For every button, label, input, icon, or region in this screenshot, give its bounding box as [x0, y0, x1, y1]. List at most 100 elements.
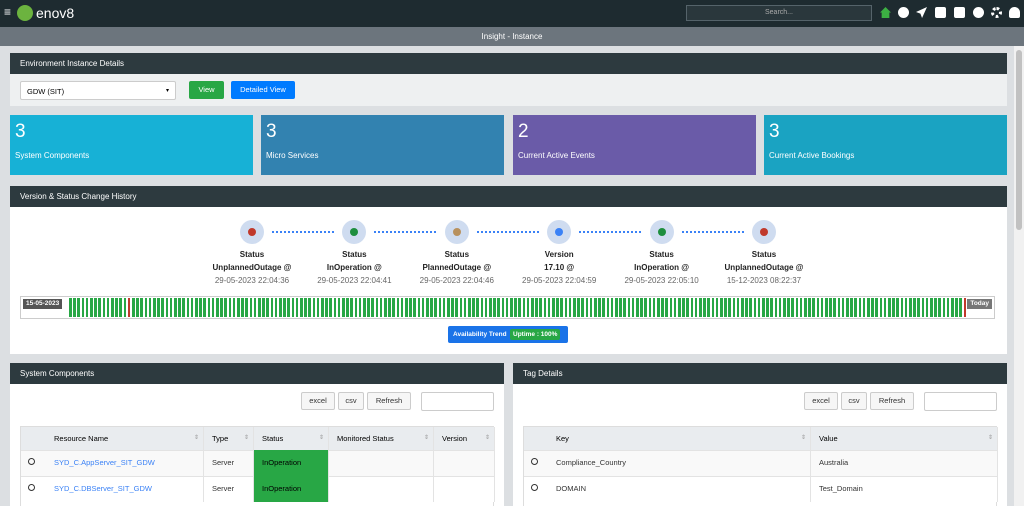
column-header[interactable]: Resource Name: [46, 427, 204, 450]
column-header[interactable]: Key: [548, 427, 811, 450]
export-button[interactable]: csv: [338, 392, 364, 410]
timeline-stripe: [850, 298, 853, 317]
detailed-view-button[interactable]: Detailed View: [231, 81, 295, 99]
timeline-stripe: [552, 298, 555, 317]
timeline-stripe: [262, 298, 265, 317]
timeline-stripe: [455, 298, 458, 317]
availability-timeline: 15-05-2023 Today: [20, 296, 995, 319]
timeline-stripe: [111, 298, 114, 317]
timeline-stripe: [522, 298, 526, 317]
timeline-stripe: [232, 298, 236, 317]
detail-icon[interactable]: [531, 484, 538, 491]
timeline-stripe: [438, 298, 442, 317]
instance-select[interactable]: GDW (SIT) ▾: [20, 81, 176, 100]
timeline-stripe: [602, 298, 605, 317]
table-cell: InOperation: [254, 450, 329, 476]
timeline-stripe: [963, 298, 967, 317]
timeline-stripe: [186, 298, 190, 317]
timeline-stripe: [665, 298, 668, 317]
timeline-stripe: [816, 298, 820, 317]
settings-icon[interactable]: [991, 7, 1002, 18]
timeline-stripe: [594, 298, 597, 317]
timeline-stripe: [434, 298, 437, 317]
timeline-stripe: [144, 298, 148, 317]
export-button[interactable]: Refresh: [870, 392, 914, 410]
export-button[interactable]: Refresh: [367, 392, 411, 410]
timeline-stripe: [900, 298, 904, 317]
help-icon[interactable]: [973, 7, 984, 18]
timeline-stripe: [211, 298, 215, 317]
timeline-stripe: [157, 298, 160, 317]
nav-icon[interactable]: [935, 7, 946, 18]
event-node: [444, 220, 469, 244]
column-header[interactable]: Version: [434, 427, 495, 450]
panel-title: Tag Details: [513, 363, 1007, 384]
timeline-stripe: [762, 298, 765, 317]
timeline-stripe: [568, 298, 572, 317]
export-button[interactable]: csv: [841, 392, 867, 410]
menu-icon[interactable]: ≡: [4, 5, 12, 19]
timeline-stripe: [291, 298, 295, 317]
timeline-stripe: [489, 298, 492, 317]
timeline-stripe: [203, 298, 206, 317]
detail-icon[interactable]: [28, 484, 35, 491]
timeline-stripe: [951, 298, 954, 317]
table-cell[interactable]: SYD_C.DBServer_SIT_GDW: [46, 476, 204, 502]
search-box[interactable]: Search...: [686, 5, 872, 21]
timeline-stripe: [165, 298, 169, 317]
column-header[interactable]: Value: [811, 427, 998, 450]
scroll-thumb[interactable]: [1016, 50, 1022, 230]
timeline-stripe: [657, 298, 660, 317]
page-title: Insight - Instance: [0, 27, 1024, 46]
timeline-stripe: [249, 298, 253, 317]
timeline-stripe: [220, 298, 223, 317]
timeline-stripe: [589, 298, 593, 317]
panel-title: System Components: [10, 363, 504, 384]
timeline-stripe: [892, 298, 895, 317]
timeline-stripe: [699, 298, 702, 317]
nav-icon[interactable]: [954, 7, 965, 18]
nav-icon[interactable]: [898, 7, 909, 18]
timeline-stripe: [363, 298, 366, 317]
timeline-stripe: [619, 298, 622, 317]
timeline-stripe: [153, 298, 156, 317]
top-bar: ≡ enov8 Search...: [0, 0, 1024, 27]
sort-icon: ⇕: [424, 435, 430, 441]
timeline-stripe: [388, 298, 391, 317]
event-time: 29-05-2023 22:04:59: [522, 276, 597, 285]
timeline-stripe: [673, 298, 677, 317]
export-button[interactable]: excel: [301, 392, 335, 410]
timeline-stripe: [132, 298, 135, 317]
nav-icon[interactable]: [916, 7, 927, 18]
home-icon[interactable]: [880, 7, 891, 18]
scrollbar: [1014, 46, 1024, 506]
detail-icon[interactable]: [531, 458, 538, 465]
user-icon[interactable]: [1009, 7, 1020, 18]
timeline-stripe: [493, 298, 496, 317]
column-header[interactable]: Monitored Status: [329, 427, 434, 450]
timeline-stripe: [867, 298, 870, 317]
column-header[interactable]: Status: [254, 427, 329, 450]
detail-icon[interactable]: [28, 458, 35, 465]
timeline-stripe: [854, 298, 857, 317]
search-input[interactable]: [421, 392, 494, 411]
timeline-stripe: [468, 298, 471, 317]
event-line2: InOperation @: [326, 263, 382, 272]
view-button[interactable]: View: [189, 81, 224, 99]
table-cell[interactable]: SYD_C.AppServer_SIT_GDW: [46, 450, 204, 476]
timeline-stripe: [757, 298, 761, 317]
search-input[interactable]: [924, 392, 997, 411]
stat-value: 3: [266, 121, 277, 142]
timeline-stripe: [917, 298, 920, 317]
timeline-stripe: [102, 298, 106, 317]
timeline-stripe: [148, 298, 152, 317]
column-header[interactable]: Type: [204, 427, 254, 450]
event-line2: 17.10 @: [544, 263, 575, 272]
export-button[interactable]: excel: [804, 392, 838, 410]
timeline-stripe: [623, 298, 626, 317]
timeline-stripe: [795, 298, 799, 317]
details-panel: Environment Instance Details GDW (SIT) ▾ …: [10, 53, 1007, 106]
timeline-stripe: [94, 298, 97, 317]
availability-trend-button[interactable]: Availability Trend Uptime : 100%: [448, 326, 568, 343]
